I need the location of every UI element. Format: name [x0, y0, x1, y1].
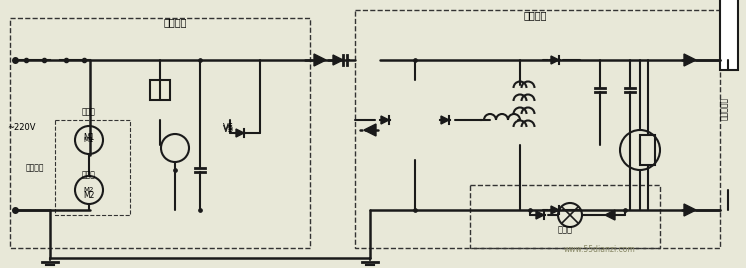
- Text: VS: VS: [222, 122, 233, 132]
- Text: 高压装置: 高压装置: [523, 10, 547, 20]
- Text: M2: M2: [84, 191, 95, 199]
- Text: 电源开关: 电源开关: [26, 163, 44, 173]
- Text: 变流控制: 变流控制: [163, 17, 186, 27]
- Text: ~220V: ~220V: [7, 124, 36, 132]
- Text: 电动机: 电动机: [82, 170, 96, 180]
- Text: 指示灯: 指示灯: [557, 225, 572, 234]
- Bar: [150, 80, 170, 100]
- Polygon shape: [333, 55, 343, 65]
- Polygon shape: [684, 54, 696, 66]
- Polygon shape: [605, 210, 615, 220]
- Polygon shape: [314, 54, 326, 66]
- Text: VS: VS: [222, 125, 233, 135]
- Polygon shape: [684, 204, 696, 216]
- Polygon shape: [236, 129, 244, 137]
- Polygon shape: [551, 206, 559, 214]
- Polygon shape: [536, 211, 544, 219]
- Bar: [640, 135, 655, 165]
- Polygon shape: [381, 116, 389, 124]
- Text: www.55dianzi.com: www.55dianzi.com: [564, 245, 636, 255]
- Text: M1: M1: [84, 133, 95, 143]
- Text: M1: M1: [84, 137, 94, 143]
- Bar: [720, 0, 738, 70]
- Polygon shape: [364, 124, 376, 136]
- Text: M2: M2: [84, 187, 94, 193]
- Text: 电动机: 电动机: [82, 107, 96, 117]
- Polygon shape: [441, 116, 449, 124]
- Text: 离子收集器: 离子收集器: [719, 96, 729, 120]
- Polygon shape: [551, 56, 559, 64]
